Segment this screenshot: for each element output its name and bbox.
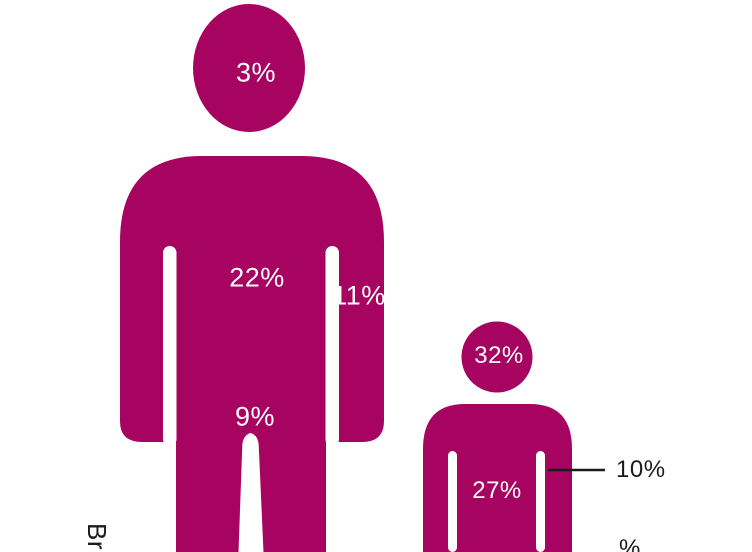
child-figure <box>423 321 572 552</box>
adult-arm-percentage: 11% <box>332 280 386 311</box>
clipped-bottom-percentage: % <box>619 535 641 552</box>
child-armpit-slit-right <box>536 451 545 552</box>
child-body-shape <box>423 404 572 552</box>
adult-leg-gap <box>238 433 264 552</box>
rotated-side-text: Br <box>82 523 112 550</box>
adult-armpit-slit-left <box>163 246 177 446</box>
adult-figure <box>120 4 384 552</box>
adult-head-shape <box>193 4 305 132</box>
adult-head-percentage: 3% <box>235 57 277 88</box>
adult-armpit-slit-right <box>325 246 339 446</box>
child-arm-callout-percentage: 10% <box>616 456 666 483</box>
adult-torso-percentage: 22% <box>229 262 285 293</box>
adult-groin-percentage: 9% <box>234 401 276 432</box>
child-armpit-slit-left <box>448 451 457 552</box>
child-head-percentage: 32% <box>474 342 524 369</box>
child-head-shape <box>461 321 533 393</box>
child-torso-percentage: 27% <box>472 477 522 504</box>
